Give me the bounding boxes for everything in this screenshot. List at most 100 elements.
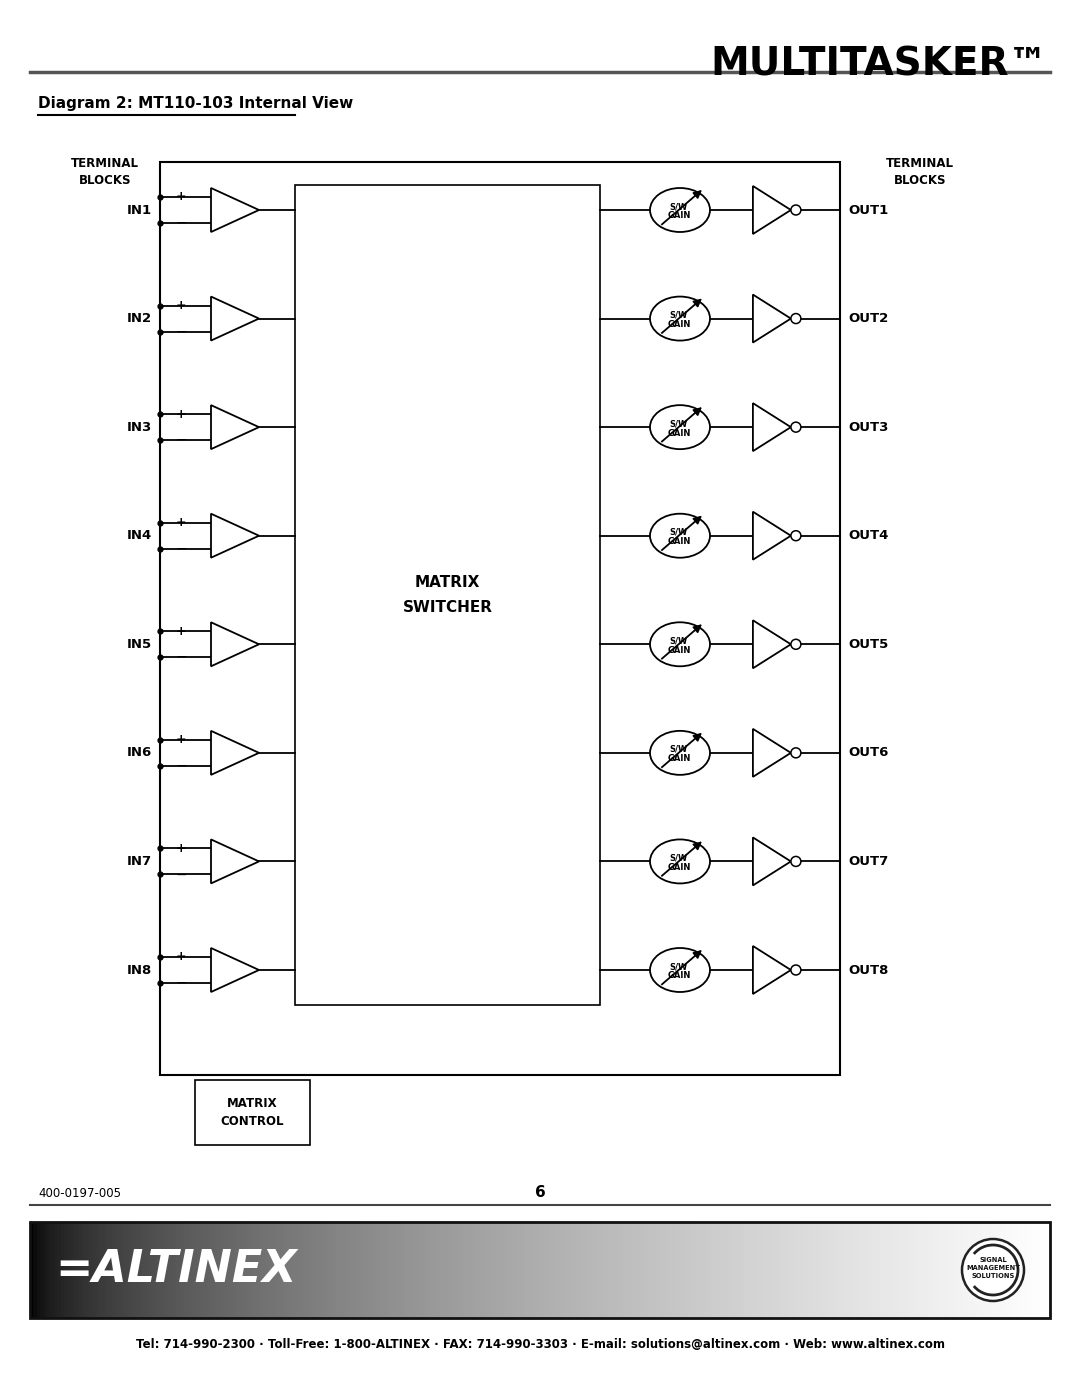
Polygon shape: [211, 840, 259, 883]
Bar: [442, 1222, 446, 1317]
Text: OUT7: OUT7: [848, 855, 888, 868]
Bar: [285, 1222, 289, 1317]
Bar: [761, 1222, 766, 1317]
Bar: [421, 1222, 426, 1317]
Bar: [584, 1222, 589, 1317]
Bar: [102, 1222, 106, 1317]
Bar: [782, 1222, 785, 1317]
Bar: [948, 1222, 953, 1317]
Bar: [1005, 1222, 1010, 1317]
Text: MATRIX
CONTROL: MATRIX CONTROL: [220, 1097, 284, 1127]
Ellipse shape: [650, 949, 710, 992]
Bar: [173, 1222, 177, 1317]
Text: +: +: [176, 190, 187, 204]
Bar: [856, 1222, 861, 1317]
Polygon shape: [753, 729, 791, 777]
Text: GAIN: GAIN: [667, 645, 691, 655]
Bar: [1029, 1222, 1034, 1317]
Bar: [203, 1222, 207, 1317]
Bar: [1023, 1222, 1027, 1317]
Bar: [809, 1222, 813, 1317]
Bar: [683, 1222, 687, 1317]
Bar: [231, 1222, 234, 1317]
Bar: [135, 1222, 139, 1317]
Bar: [989, 1222, 993, 1317]
Bar: [978, 1222, 983, 1317]
Bar: [360, 1222, 364, 1317]
Bar: [581, 1222, 585, 1317]
Bar: [353, 1222, 357, 1317]
Bar: [842, 1222, 847, 1317]
Bar: [478, 1222, 483, 1317]
Bar: [798, 1222, 802, 1317]
Bar: [819, 1222, 823, 1317]
Circle shape: [791, 640, 801, 650]
Text: OUT5: OUT5: [848, 638, 888, 651]
Text: OUT3: OUT3: [848, 420, 889, 433]
Bar: [686, 1222, 690, 1317]
Bar: [836, 1222, 840, 1317]
Text: +: +: [176, 299, 187, 312]
Bar: [458, 1222, 462, 1317]
Bar: [720, 1222, 725, 1317]
Bar: [339, 1222, 343, 1317]
Bar: [195, 1080, 310, 1146]
Bar: [543, 1222, 548, 1317]
Ellipse shape: [650, 622, 710, 666]
Bar: [274, 1222, 279, 1317]
Bar: [370, 1222, 374, 1317]
Bar: [751, 1222, 755, 1317]
Text: −: −: [176, 542, 188, 556]
Polygon shape: [211, 405, 259, 450]
Bar: [244, 1222, 248, 1317]
Bar: [591, 1222, 595, 1317]
Text: OUT2: OUT2: [848, 312, 888, 326]
Bar: [676, 1222, 680, 1317]
Bar: [319, 1222, 323, 1317]
Bar: [822, 1222, 826, 1317]
Text: −: −: [176, 650, 188, 665]
Bar: [874, 1222, 877, 1317]
Bar: [220, 1222, 225, 1317]
Bar: [999, 1222, 1003, 1317]
Bar: [578, 1222, 582, 1317]
Bar: [795, 1222, 799, 1317]
Bar: [880, 1222, 885, 1317]
Bar: [785, 1222, 789, 1317]
Bar: [37, 1222, 41, 1317]
Bar: [812, 1222, 816, 1317]
Bar: [615, 1222, 619, 1317]
Bar: [190, 1222, 194, 1317]
Bar: [30, 1222, 35, 1317]
Polygon shape: [753, 404, 791, 451]
Bar: [475, 1222, 480, 1317]
Bar: [502, 1222, 507, 1317]
Bar: [573, 1222, 578, 1317]
Bar: [465, 1222, 470, 1317]
Bar: [197, 1222, 201, 1317]
Text: IN8: IN8: [126, 964, 152, 977]
Bar: [1043, 1222, 1048, 1317]
Text: 400-0197-005: 400-0197-005: [38, 1187, 121, 1200]
Text: GAIN: GAIN: [667, 863, 691, 872]
Bar: [309, 1222, 313, 1317]
Bar: [594, 1222, 598, 1317]
Bar: [295, 184, 600, 1004]
Bar: [469, 1222, 473, 1317]
Text: +: +: [176, 842, 187, 855]
Ellipse shape: [650, 296, 710, 341]
Bar: [347, 1222, 350, 1317]
Bar: [81, 1222, 85, 1317]
Bar: [40, 1222, 44, 1317]
Text: GAIN: GAIN: [667, 971, 691, 981]
Bar: [410, 1222, 415, 1317]
Ellipse shape: [650, 405, 710, 450]
Bar: [951, 1222, 956, 1317]
Bar: [156, 1222, 160, 1317]
Bar: [649, 1222, 653, 1317]
Text: MATRIX
SWITCHER: MATRIX SWITCHER: [403, 576, 492, 615]
Bar: [160, 162, 840, 1076]
Bar: [356, 1222, 361, 1317]
Text: IN3: IN3: [126, 420, 152, 433]
Text: OUT1: OUT1: [848, 204, 888, 217]
